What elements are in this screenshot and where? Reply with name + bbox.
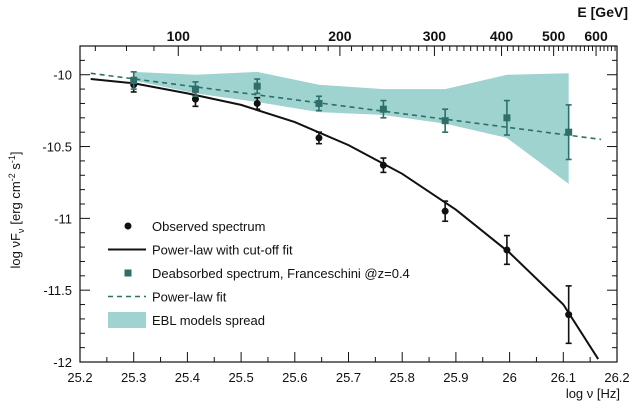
legend-item: Deabsorbed spectrum, Franceschini @z=0.4 bbox=[124, 266, 410, 281]
x-tick-label: 26.1 bbox=[551, 370, 576, 385]
observed-point bbox=[379, 161, 387, 169]
y-label-sup1: -2 bbox=[7, 173, 17, 181]
observed-point bbox=[441, 207, 449, 215]
y-label-sub: ν bbox=[16, 228, 26, 233]
x-tick-label: 26 bbox=[502, 370, 516, 385]
top-tick-label: 300 bbox=[423, 28, 447, 44]
ebl-band bbox=[133, 71, 569, 184]
axis-layer: 25.2 25.3 25.4 25.5 25.6 25.7 25.8 25.9 26 26.1 26… bbox=[42, 28, 629, 385]
y-label-base: log νF bbox=[8, 233, 23, 268]
point-layer bbox=[130, 71, 573, 345]
y-tick-label: -11 bbox=[54, 211, 72, 226]
legend-label: Observed spectrum bbox=[152, 219, 265, 234]
power-law-fit-line bbox=[90, 72, 602, 141]
y-label-units: [erg cm bbox=[8, 181, 23, 224]
y-label-mid: s bbox=[8, 163, 23, 174]
deabsorbed-point bbox=[191, 85, 199, 93]
deabsorbed-point bbox=[503, 114, 511, 122]
y-tick-label: -10.5 bbox=[42, 140, 72, 155]
x-tick-label: 25.4 bbox=[175, 370, 200, 385]
deabsorbed-point bbox=[441, 117, 449, 125]
deabsorbed-point bbox=[379, 105, 387, 113]
x-tick-label: 25.7 bbox=[336, 370, 361, 385]
x-tick-label: 25.8 bbox=[390, 370, 415, 385]
top-tick-label: 200 bbox=[328, 28, 352, 44]
x-tick-label: 26.2 bbox=[604, 370, 629, 385]
legend-circle-marker bbox=[124, 222, 132, 230]
top-axis-label: E [GeV] bbox=[577, 4, 628, 20]
x-tick-label: 25.2 bbox=[67, 370, 92, 385]
legend-label: EBL models spread bbox=[152, 313, 265, 328]
x-tick-label: 25.6 bbox=[282, 370, 307, 385]
top-tick-label: 500 bbox=[542, 28, 566, 44]
y-label-end: ] bbox=[8, 151, 23, 155]
legend-label: Deabsorbed spectrum, Franceschini @z=0.4 bbox=[152, 266, 410, 281]
x-tick-label: 25.9 bbox=[443, 370, 468, 385]
band-layer bbox=[133, 71, 569, 184]
svg-text:log νFν[erg cm-2 s-1]: log νFν [erg cm-2 s-1] bbox=[7, 151, 26, 268]
legend-label: Power-law fit bbox=[152, 290, 227, 305]
y-label-sup2: -1 bbox=[7, 155, 17, 163]
deabsorbed-point bbox=[315, 99, 323, 107]
legend-item: Power-law with cut-off fit bbox=[108, 243, 293, 258]
y-tick-label: -10 bbox=[53, 68, 72, 83]
deabsorbed-point bbox=[565, 128, 573, 136]
fit-layer bbox=[90, 72, 602, 360]
deabsorbed-point bbox=[130, 76, 138, 84]
observed-point bbox=[191, 95, 199, 103]
x-tick-label: 25.5 bbox=[228, 370, 253, 385]
top-tick-label: 400 bbox=[490, 28, 514, 44]
top-tick-label: 600 bbox=[584, 28, 608, 44]
legend-label: Power-law with cut-off fit bbox=[152, 243, 293, 258]
legend-band-swatch bbox=[108, 312, 146, 328]
observed-point bbox=[315, 134, 323, 142]
legend-item: Observed spectrum bbox=[124, 219, 265, 234]
x-axis-label: log ν [Hz] bbox=[566, 386, 620, 401]
observed-point bbox=[565, 311, 573, 319]
deabsorbed-point bbox=[253, 82, 261, 90]
legend-square-marker bbox=[124, 269, 132, 277]
y-tick-label: -12 bbox=[53, 355, 72, 370]
cutoff-fit-line bbox=[90, 78, 600, 360]
top-tick-label: 100 bbox=[167, 28, 191, 44]
y-tick-label: -11.5 bbox=[43, 283, 72, 298]
observed-point bbox=[253, 99, 261, 107]
legend-item: EBL models spread bbox=[108, 312, 265, 328]
legend-item: Power-law fit bbox=[108, 290, 227, 305]
y-axis-label: log νFν [erg cm-2 s-1] bbox=[7, 151, 26, 268]
legend: Observed spectrum Power-law with cut-off … bbox=[108, 219, 410, 328]
observed-point bbox=[503, 246, 511, 254]
x-tick-label: 25.3 bbox=[121, 370, 146, 385]
